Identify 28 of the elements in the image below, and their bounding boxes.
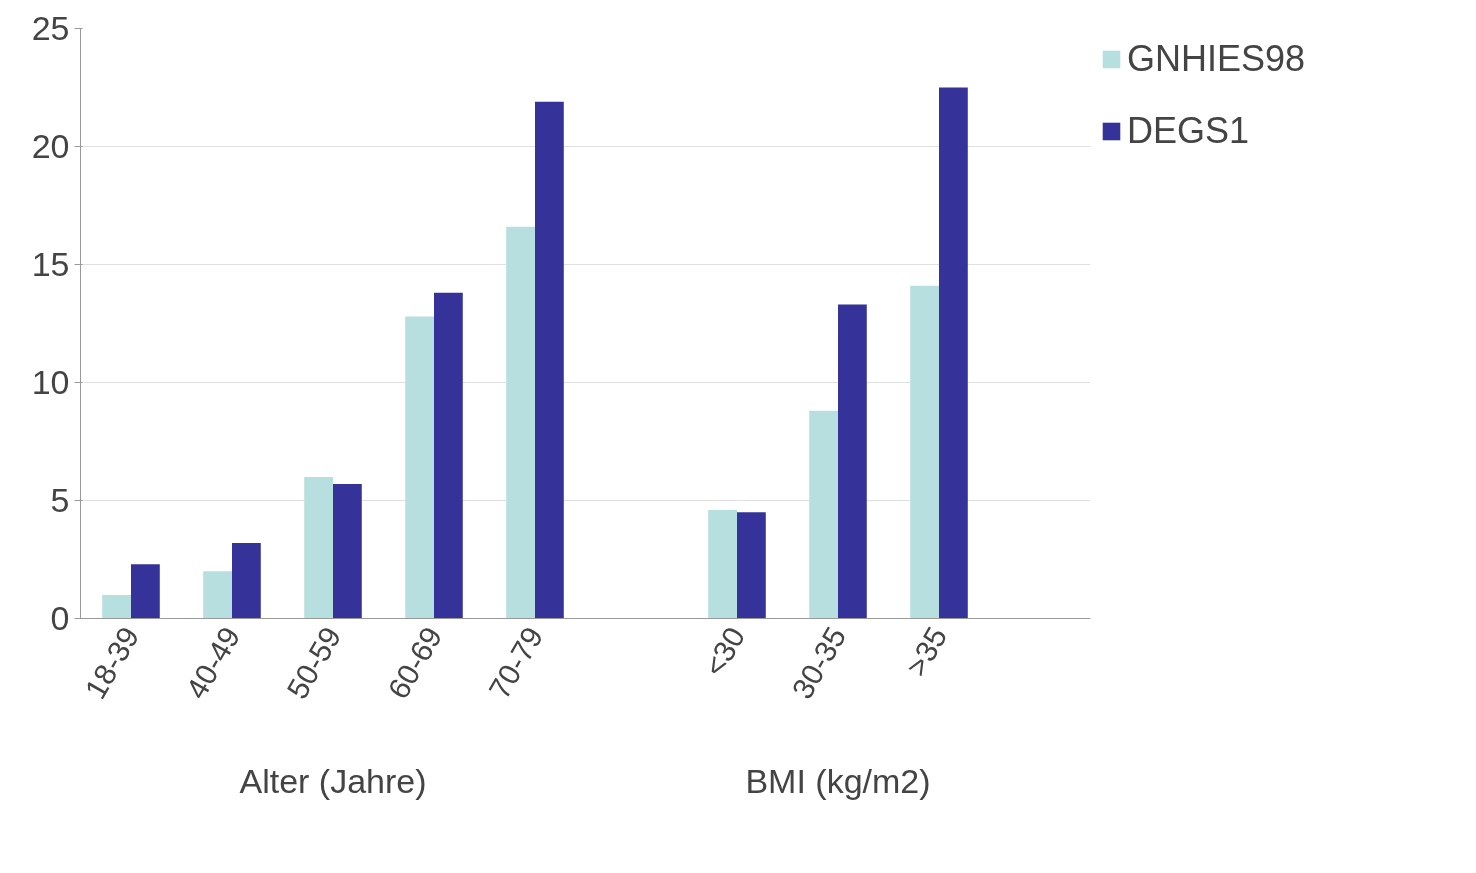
bar — [434, 292, 463, 619]
x-tick-label: <30 — [697, 621, 752, 682]
bar — [939, 87, 968, 619]
text: BMI (kg/m2) — [745, 761, 931, 800]
y-tick-label: 10 — [31, 363, 70, 401]
y-tick-label: 0 — [50, 599, 70, 637]
bar — [737, 512, 766, 619]
y-tick-label: 25 — [31, 9, 70, 47]
bar — [304, 476, 333, 619]
text: Alter (Jahre) — [239, 761, 427, 800]
bar — [102, 594, 131, 619]
legend-label: GNHIES98 — [1127, 38, 1306, 80]
bar — [809, 410, 838, 619]
bar — [131, 564, 160, 619]
y-tick-label: 15 — [31, 245, 70, 283]
bar — [405, 316, 434, 619]
bar — [506, 226, 535, 619]
x-tick-label: >35 — [899, 621, 954, 682]
legend-label: DEGS1 — [1127, 110, 1250, 152]
bar — [838, 304, 867, 619]
bar — [708, 509, 737, 619]
y-tick-label: 5 — [50, 481, 70, 519]
bar — [232, 542, 261, 619]
bar — [203, 571, 232, 619]
bar — [535, 101, 564, 619]
bar — [333, 483, 362, 619]
y-tick-label: 20 — [31, 127, 70, 165]
bar — [910, 285, 939, 619]
